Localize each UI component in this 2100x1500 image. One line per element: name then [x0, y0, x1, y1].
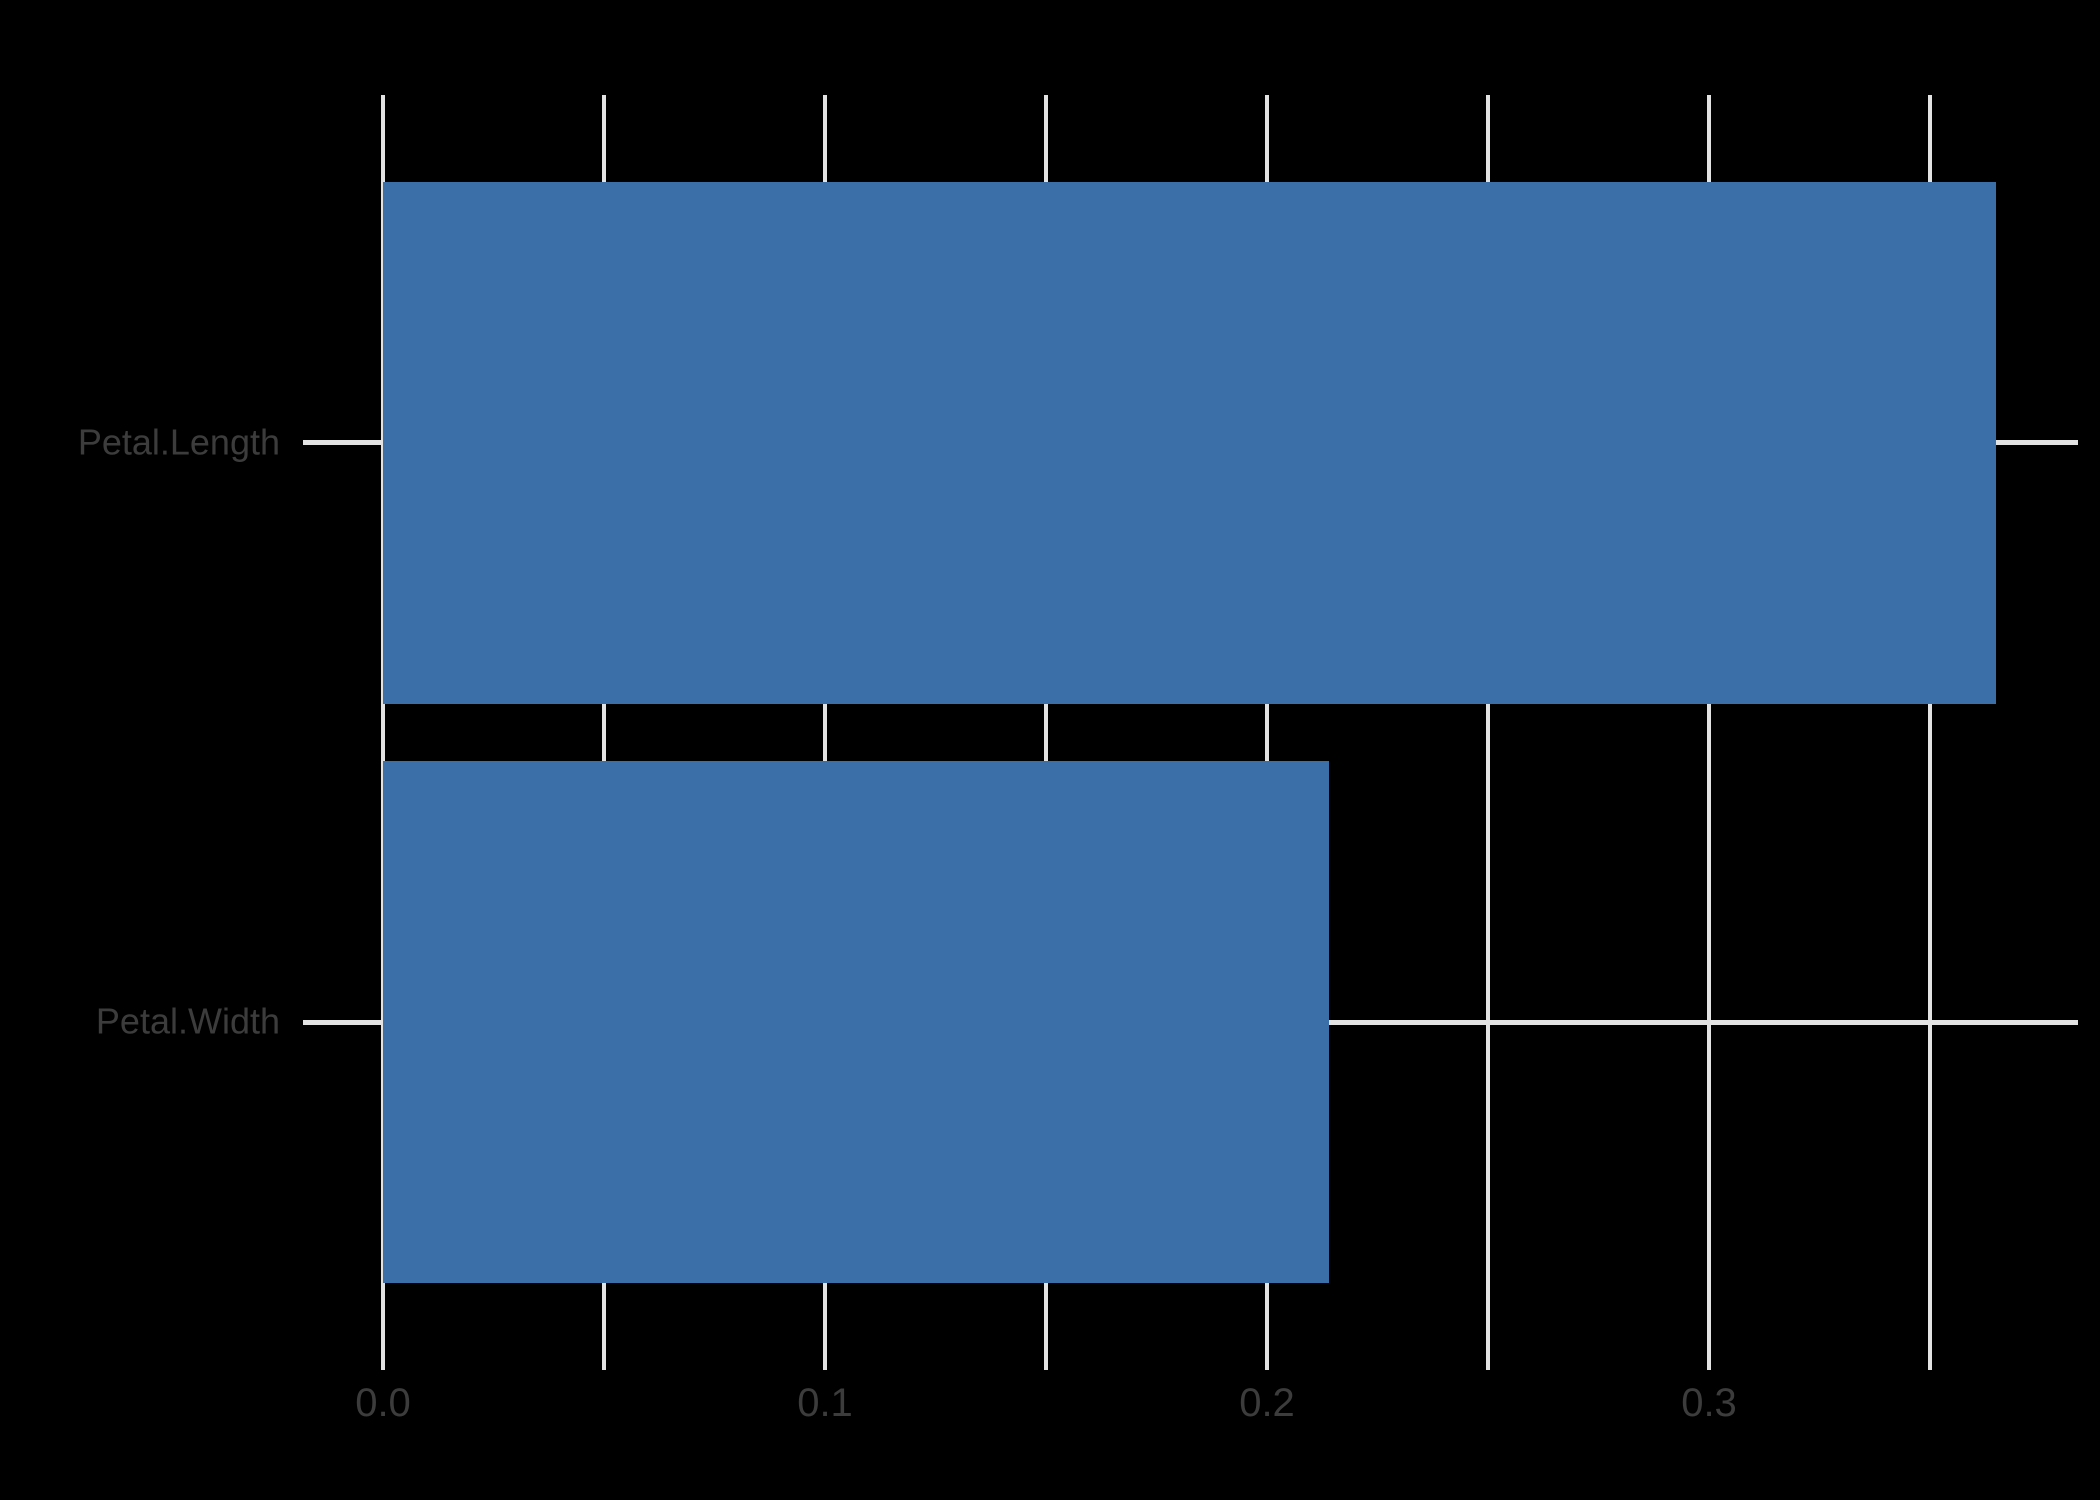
x-gridline: [1928, 95, 1932, 1370]
x-tick-label: 0.1: [797, 1381, 853, 1425]
x-tick-label: 0.0: [355, 1381, 411, 1425]
y-category-label: Petal.Length: [77, 420, 280, 462]
x-gridline: [381, 95, 385, 1370]
y-category-label: Petal.Width: [95, 1000, 280, 1042]
y-axis-tick: [303, 440, 383, 446]
x-gridline: [1707, 95, 1711, 1370]
x-gridline: [1044, 95, 1048, 1370]
x-gridline: [823, 95, 827, 1370]
bar-petal-width: [383, 761, 1329, 1284]
x-gridline: [1486, 95, 1490, 1370]
x-gridline: [602, 95, 606, 1370]
bar-petal-length: [383, 181, 1997, 704]
y-axis-tick: [303, 1019, 383, 1025]
x-tick-label: 0.2: [1239, 1381, 1295, 1425]
x-tick-label: 0.3: [1681, 1381, 1737, 1425]
x-gridline: [1265, 95, 1269, 1370]
